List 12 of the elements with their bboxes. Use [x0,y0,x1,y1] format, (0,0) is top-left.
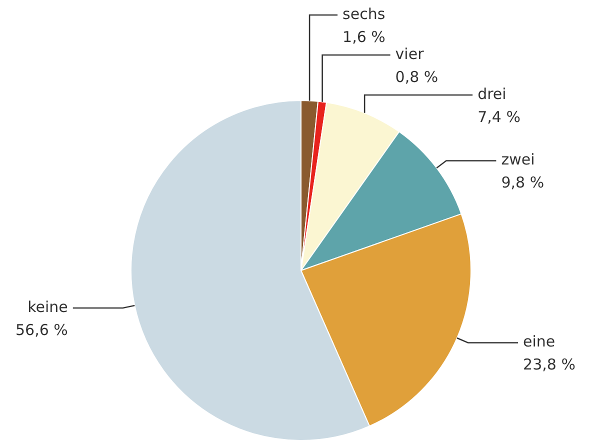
slice-label: eine [523,332,556,351]
slice-label: keine [28,298,68,316]
slice-label: sechs [342,4,386,23]
data-label: 9,8 % [501,174,544,192]
slice-label: zwei [501,150,535,169]
slice-label: vier [395,44,425,63]
data-label: 0,8 % [395,68,438,86]
data-label: 56,6 % [15,320,68,339]
data-label: 23,8 % [523,356,576,374]
slice-label: drei [478,84,506,103]
data-label: 7,4 % [478,108,520,126]
data-label: 1,6 % [342,28,386,46]
